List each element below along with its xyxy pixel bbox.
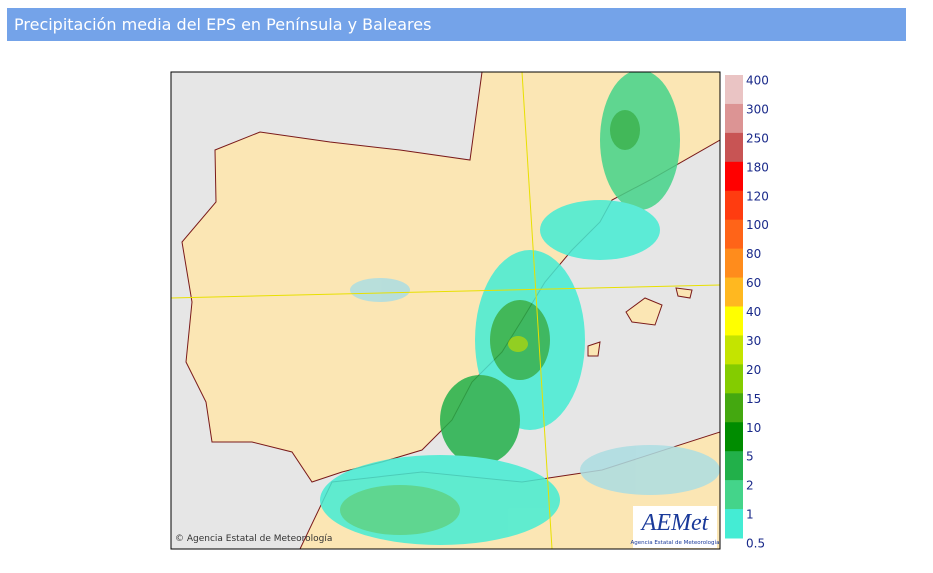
legend: 400 300 250 180 120 100 80 60 40 30 20 15 10 5 2 1 0.5 [725, 74, 769, 551]
legend-swatch [725, 190, 743, 221]
map-frame [170, 71, 721, 550]
legend-label: 100 [746, 218, 769, 232]
legend-swatch [725, 306, 743, 336]
legend-swatch [725, 422, 743, 452]
legend-label: 40 [746, 305, 761, 319]
legend-label: 10 [746, 421, 761, 435]
header-title: Precipitación media del EPS en Península… [14, 15, 432, 34]
legend-label: 80 [746, 247, 761, 261]
legend-label: 120 [746, 189, 769, 203]
legend-label: 250 [746, 131, 769, 145]
legend-swatch [725, 219, 743, 250]
legend-swatch [725, 103, 743, 134]
logo-box [633, 506, 717, 548]
legend-label: 1 [746, 508, 754, 522]
legend-swatch [725, 75, 743, 105]
header-bar: Precipitación media del EPS en Península… [7, 8, 906, 41]
legend-swatch [725, 393, 743, 423]
legend-label: 180 [746, 160, 769, 174]
legend-swatch [725, 335, 743, 365]
legend-label: 15 [746, 392, 761, 406]
logo-subtitle: Agencia Estatal de Meteorología [631, 539, 720, 546]
legend-label: 30 [746, 334, 761, 348]
legend-label: 0.5 [746, 537, 765, 551]
legend-swatch [725, 161, 743, 192]
legend-swatch [725, 277, 743, 307]
legend-label: 20 [746, 363, 761, 377]
map [171, 72, 720, 549]
legend-swatch [725, 248, 743, 279]
legend-label: 60 [746, 276, 761, 290]
legend-swatch [725, 509, 743, 539]
copyright: © Agencia Estatal de Meteorología [175, 534, 332, 544]
logo: AEMet [640, 510, 710, 536]
legend-label: 400 [746, 74, 769, 88]
legend-label: 2 [746, 479, 754, 493]
legend-swatch [725, 132, 743, 163]
legend-label: 5 [746, 450, 754, 464]
legend-swatch [725, 451, 743, 481]
legend-label: 300 [746, 102, 769, 116]
legend-swatch [725, 364, 743, 394]
legend-swatch [725, 480, 743, 510]
